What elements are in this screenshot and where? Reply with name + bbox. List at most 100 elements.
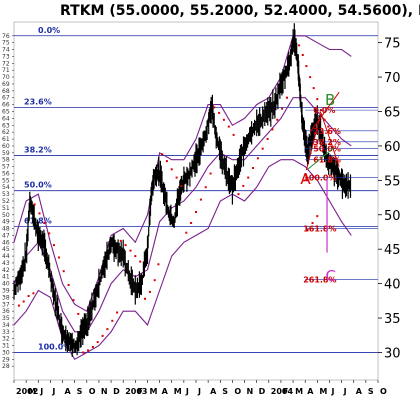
sar-dot [316, 215, 319, 218]
sar-dot [242, 184, 245, 187]
x-tick-label: M [28, 387, 36, 396]
wave-label: C [325, 267, 335, 285]
x-tick-label: F [137, 387, 142, 396]
y-left-tick-label: 75 [2, 40, 10, 47]
sar-dot [237, 193, 240, 196]
price-bands-layer [13, 35, 352, 361]
sar-dot [62, 270, 65, 273]
fib-secondary-label: 38.2% [313, 138, 341, 147]
y-left-tick-label: 38 [2, 294, 10, 301]
sar-dot [309, 76, 312, 79]
y-right-tick-label: 45 [384, 243, 401, 258]
y-axis-left: 2829303132333435363738394041424344454647… [2, 33, 14, 370]
sar-dot [312, 87, 315, 90]
band-middle [13, 97, 352, 333]
x-tick-label: J [343, 387, 347, 396]
sar-dot [101, 334, 104, 337]
sar-dot [116, 311, 119, 314]
sar-dot [67, 284, 70, 286]
y-right-tick-label: 50 [384, 209, 401, 224]
x-tick-label: N [247, 387, 254, 396]
fib-secondary-label: 0.0% [313, 106, 335, 115]
y-left-tick-label: 58 [2, 157, 10, 164]
sar-dot [87, 349, 89, 352]
y-left-tick-label: 69 [2, 81, 10, 88]
x-tick-label: S [77, 387, 83, 396]
y-left-tick-label: 30 [2, 349, 10, 356]
wave-line-bc [320, 112, 340, 167]
sar-dot [213, 106, 216, 109]
sar-dot [209, 172, 212, 175]
y-left-tick-label: 73 [2, 53, 10, 60]
y-left-tick-label: 66 [2, 102, 10, 109]
sar-dot [298, 44, 301, 47]
x-tick-label: M [174, 387, 182, 396]
y-left-tick-label: 74 [2, 47, 10, 54]
y-left-tick-label: 71 [2, 67, 10, 74]
sar-dot [134, 255, 137, 258]
wave-label: B [325, 91, 335, 109]
band-upper [13, 35, 352, 313]
sar-dot [144, 297, 146, 300]
sar-dot [311, 222, 314, 224]
sar-dot [165, 160, 168, 163]
x-tick-label: O [234, 387, 241, 396]
fib-secondary-label: 50.0% [313, 145, 341, 154]
sar-dot [157, 263, 160, 266]
y-left-tick-label: 49 [2, 219, 10, 226]
x-tick-label: M [319, 387, 327, 396]
y-left-tick-label: 65 [2, 109, 10, 116]
x-tick-label: A [210, 387, 217, 396]
fib-major-label: 100.0% [38, 342, 71, 351]
y-left-tick-label: 42 [2, 267, 10, 274]
x-tick-label: A [162, 387, 169, 396]
y-left-tick-label: 29 [2, 356, 10, 363]
fib-secondary-label: 161.8% [303, 225, 336, 234]
fib-major-label: 23.6% [24, 97, 52, 106]
x-tick-label: S [222, 387, 228, 396]
y-right-tick-label: 75 [384, 37, 401, 52]
y-left-tick-label: 57 [2, 164, 10, 171]
y-right-tick-label: 30 [384, 346, 401, 361]
x-tick-label: M [295, 387, 303, 396]
x-tick-label: 2004 [271, 387, 294, 396]
sar-dot [261, 147, 264, 150]
fib-major-label: 38.2% [24, 146, 52, 155]
sar-dot [276, 118, 279, 121]
x-tick-label: M [149, 387, 157, 396]
y-right-tick-label: 60 [384, 140, 401, 155]
y-left-tick-label: 35 [2, 315, 10, 322]
sar-dot [139, 260, 142, 263]
y-left-tick-label: 31 [2, 343, 10, 350]
sar-dot [306, 228, 309, 231]
y-left-tick-label: 33 [2, 329, 10, 336]
x-tick-label: D [113, 387, 120, 396]
sar-dot [33, 203, 36, 206]
y-left-tick-label: 64 [2, 115, 10, 122]
y-left-tick-label: 62 [2, 129, 10, 136]
sar-dot [195, 211, 197, 213]
y-right-tick-label: 55 [384, 174, 401, 189]
sar-dot [301, 54, 304, 56]
sar-dot [323, 118, 326, 121]
y-left-tick-label: 53 [2, 191, 10, 198]
y-left-tick-label: 41 [2, 274, 10, 281]
sar-dot [38, 212, 41, 215]
y-left-tick-label: 72 [2, 60, 10, 67]
x-tick-label: D [259, 387, 266, 396]
y-left-tick-label: 67 [2, 95, 10, 102]
y-left-tick-label: 39 [2, 288, 10, 295]
y-left-tick-label: 50 [2, 212, 10, 219]
y-axis-right: 30 35 40 45 50 55 60 65 70 75 [378, 37, 401, 361]
x-tick-label: A [307, 387, 314, 396]
wave-label: A [300, 170, 311, 188]
sar-dot [232, 133, 235, 136]
sar-dot [111, 319, 114, 322]
sar-dot [124, 244, 127, 247]
sar-dot [72, 299, 75, 302]
y-left-tick-label: 61 [2, 136, 10, 143]
sar-dot [185, 231, 188, 234]
y-left-tick-label: 40 [2, 281, 10, 288]
